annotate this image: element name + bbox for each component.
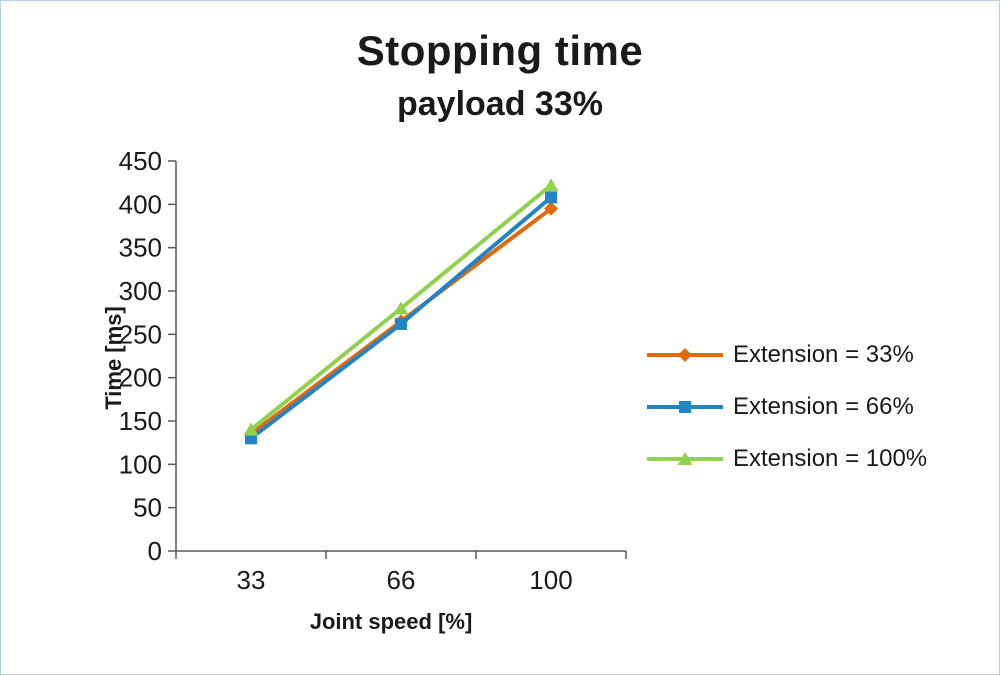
legend-key-icon xyxy=(647,452,723,465)
legend-label: Extension = 66% xyxy=(733,393,914,420)
legend-label: Extension = 33% xyxy=(733,341,914,368)
marker-triangle-icon xyxy=(393,301,409,315)
y-tick-label: 0 xyxy=(148,536,162,566)
legend-item: Extension = 33% xyxy=(647,341,927,369)
y-tick-label: 300 xyxy=(119,276,162,306)
x-tick-label: 66 xyxy=(387,565,416,595)
x-tick-label: 100 xyxy=(529,565,572,595)
page-subtitle: payload 33% xyxy=(397,85,603,123)
legend-key-icon xyxy=(647,348,723,362)
legend: Extension = 33% Extension = 66% Extension … xyxy=(647,341,927,473)
marker-triangle-icon xyxy=(243,422,259,436)
legend-item: Extension = 66% xyxy=(647,393,927,421)
page-title: Stopping time xyxy=(356,27,644,74)
marker-diamond-icon xyxy=(678,348,692,362)
y-axis-title: Time [ms] xyxy=(101,306,126,410)
marker-square-icon xyxy=(679,401,691,413)
marker-square-icon xyxy=(545,191,557,204)
y-tick-label: 150 xyxy=(119,406,162,436)
x-axis-title: Joint speed [%] xyxy=(309,609,473,634)
y-tick-label: 50 xyxy=(133,493,162,523)
legend-key-icon xyxy=(647,401,723,413)
y-tick-label: 350 xyxy=(119,233,162,263)
x-tick-label: 33 xyxy=(237,565,266,595)
y-tick-label: 200 xyxy=(119,363,162,393)
y-tick-label: 250 xyxy=(119,319,162,349)
marker-diamond-icon xyxy=(544,201,558,216)
marker-triangle-icon xyxy=(543,178,559,192)
legend-label: Extension = 100% xyxy=(733,445,928,472)
y-tick-label: 400 xyxy=(119,189,162,219)
marker-square-icon xyxy=(395,317,407,330)
legend-item: Extension = 100% xyxy=(647,445,927,473)
y-tick-label: 450 xyxy=(119,146,162,176)
marker-triangle-icon xyxy=(677,452,693,465)
y-tick-label: 100 xyxy=(119,449,162,479)
